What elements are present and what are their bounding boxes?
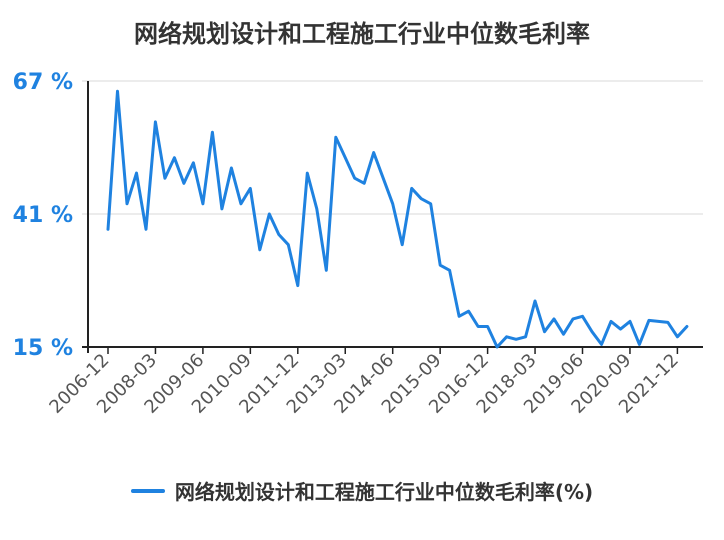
grid-layer	[82, 80, 703, 348]
y-tick-label: 41 %	[13, 203, 73, 228]
legend[interactable]: 网络规划设计和工程施工行业中位数毛利率(%)	[0, 476, 724, 505]
legend-label: 网络规划设计和工程施工行业中位数毛利率(%)	[174, 480, 594, 504]
series-line	[106, 89, 689, 349]
legend-swatch	[130, 488, 165, 493]
x-tick-labels: 2006-122008-032009-062010-092011-122013-…	[45, 350, 682, 418]
chart-title: 网络规划设计和工程施工行业中位数毛利率	[134, 20, 590, 48]
y-tick-label: 67 %	[13, 70, 73, 95]
y-tick-labels: 67 % 41 % 15 %	[13, 70, 73, 361]
y-tick-label: 15 %	[13, 336, 73, 361]
axis-layer	[87, 81, 679, 354]
series-layer	[106, 89, 689, 349]
